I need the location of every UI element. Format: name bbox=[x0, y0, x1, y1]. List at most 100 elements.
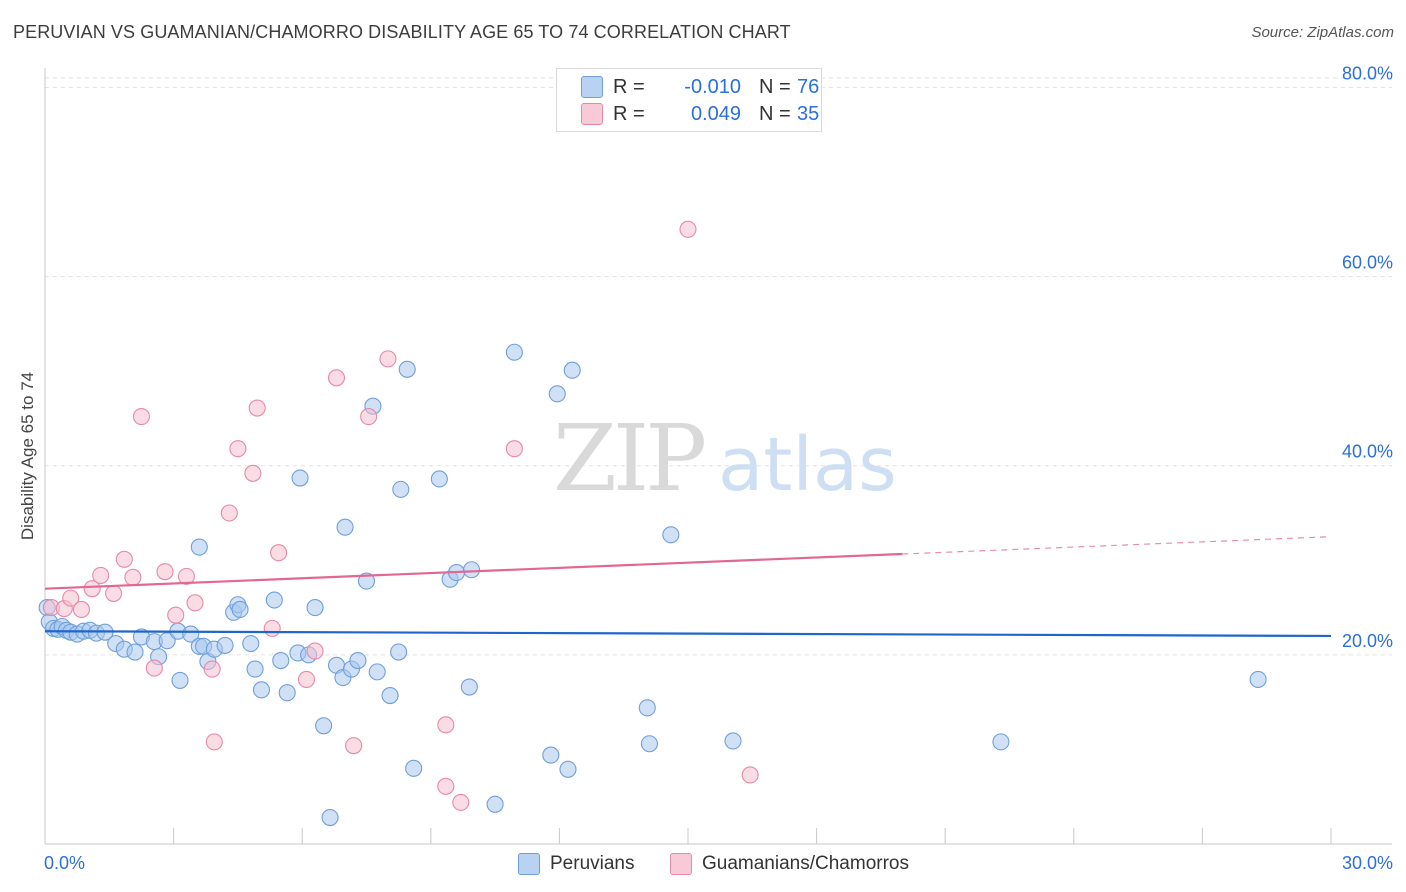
r-label: R = bbox=[613, 103, 645, 125]
peruvian-point bbox=[662, 526, 680, 544]
peruvian-point bbox=[252, 681, 271, 699]
n-value: 35 bbox=[797, 103, 820, 125]
peruvian-point bbox=[398, 360, 416, 378]
guamanian-point bbox=[360, 408, 378, 426]
guamanian-point bbox=[203, 660, 221, 678]
guamanians-legend-swatch bbox=[670, 853, 692, 875]
peruvian-point bbox=[357, 572, 376, 590]
n-label: N = bbox=[759, 103, 791, 125]
peruvian-point bbox=[171, 671, 189, 689]
guamanians-trend-line bbox=[44, 552, 903, 590]
watermark: ZIP atlas bbox=[553, 405, 897, 512]
n-value: 76 bbox=[797, 76, 820, 98]
n-label: N = bbox=[759, 76, 791, 98]
peruvians-trend-line bbox=[44, 630, 1332, 638]
r-value: 0.049 bbox=[690, 103, 741, 125]
guamanian-point bbox=[379, 350, 397, 368]
guamanian-point bbox=[186, 594, 204, 612]
guamanian-point bbox=[297, 670, 316, 689]
guamanian-point bbox=[345, 737, 363, 755]
peruvian-point bbox=[505, 343, 523, 361]
guamanian-point bbox=[72, 600, 90, 619]
watermark-atlas: atlas bbox=[718, 422, 897, 508]
peruvian-point bbox=[381, 686, 399, 705]
peruvian-point bbox=[462, 561, 481, 579]
y-tick-label: 40.0% bbox=[1342, 442, 1393, 462]
peruvian-point bbox=[542, 746, 560, 764]
guamanian-point bbox=[679, 220, 697, 238]
peruvian-point bbox=[430, 470, 448, 488]
peruvian-point bbox=[306, 599, 324, 617]
guamanian-point bbox=[92, 566, 110, 584]
peruvian-point bbox=[190, 538, 208, 556]
peruvian-point bbox=[559, 760, 577, 778]
peruvian-point bbox=[563, 361, 581, 379]
peruvian-point bbox=[460, 678, 478, 696]
r-label: R = bbox=[613, 76, 645, 98]
peruvian-point bbox=[246, 660, 264, 678]
guamanians-swatch bbox=[581, 103, 603, 125]
peruvian-point bbox=[265, 591, 283, 609]
peruvian-point bbox=[272, 651, 290, 670]
y-tick-label: 20.0% bbox=[1342, 631, 1393, 651]
gridlines bbox=[45, 77, 1392, 656]
guamanian-point bbox=[229, 440, 247, 458]
guamanian-point bbox=[263, 619, 281, 637]
guamanian-point bbox=[270, 544, 288, 562]
trend-lines bbox=[44, 536, 1332, 638]
guamanians-points bbox=[42, 220, 759, 811]
guamanian-point bbox=[741, 766, 759, 784]
peruvian-point bbox=[640, 735, 658, 753]
guamanian-point bbox=[167, 606, 185, 624]
y-tick-label: 60.0% bbox=[1342, 253, 1393, 273]
guamanian-point bbox=[124, 568, 142, 586]
axes bbox=[44, 68, 1392, 845]
guamanian-point bbox=[248, 399, 266, 417]
guamanian-point bbox=[452, 793, 470, 811]
chart-title: PERUVIAN VS GUAMANIAN/CHAMORRO DISABILIT… bbox=[13, 22, 791, 42]
peruvian-point bbox=[548, 385, 566, 403]
guamanian-point bbox=[156, 563, 174, 581]
peruvians-swatch bbox=[581, 76, 603, 98]
peruvian-point bbox=[405, 759, 423, 777]
guamanian-point bbox=[244, 464, 262, 482]
guamanian-point bbox=[220, 504, 238, 522]
x-tick-label: 30.0% bbox=[1342, 853, 1393, 873]
guamanian-point bbox=[437, 716, 455, 734]
r-value: -0.010 bbox=[684, 76, 741, 98]
guamanian-point bbox=[115, 550, 133, 568]
peruvian-point bbox=[724, 732, 742, 750]
peruvian-point bbox=[638, 699, 656, 717]
peruvian-point bbox=[291, 469, 309, 487]
peruvian-point bbox=[992, 733, 1010, 751]
guamanian-point bbox=[105, 584, 123, 602]
guamanian-point bbox=[132, 408, 150, 426]
peruvian-point bbox=[1249, 670, 1267, 689]
peruvian-point bbox=[242, 634, 260, 653]
guamanian-point bbox=[145, 659, 163, 677]
peruvian-point bbox=[216, 636, 234, 654]
peruvian-point bbox=[126, 643, 144, 661]
guamanian-point bbox=[505, 440, 523, 458]
peruvians-legend-swatch bbox=[518, 853, 540, 875]
peruvian-point bbox=[390, 643, 408, 661]
x-tick-labels: 0.0% 30.0% bbox=[44, 853, 1393, 873]
guamanian-point bbox=[306, 642, 324, 660]
peruvian-point bbox=[392, 480, 410, 498]
peruvian-point bbox=[368, 663, 386, 681]
watermark-zip: ZIP bbox=[553, 405, 704, 512]
y-tick-labels: 20.0% 40.0% 60.0% 80.0% bbox=[1342, 63, 1393, 650]
correlation-legend: R = -0.010 N = 76 R = 0.049 N = 35 bbox=[556, 68, 822, 132]
peruvian-point bbox=[315, 717, 333, 735]
guamanians-legend-label: Guamanians/Chamorros bbox=[702, 853, 909, 874]
peruvian-point bbox=[336, 518, 354, 536]
guamanian-point bbox=[62, 589, 80, 607]
peruvian-point bbox=[486, 795, 504, 813]
peruvian-point bbox=[349, 651, 367, 670]
guamanians-trend-extension bbox=[902, 536, 1332, 555]
y-tick-label: 80.0% bbox=[1342, 63, 1393, 83]
peruvian-point bbox=[321, 808, 339, 827]
peruvians-legend-label: Peruvians bbox=[550, 853, 635, 874]
source-label: Source: ZipAtlas.com bbox=[1251, 24, 1394, 41]
